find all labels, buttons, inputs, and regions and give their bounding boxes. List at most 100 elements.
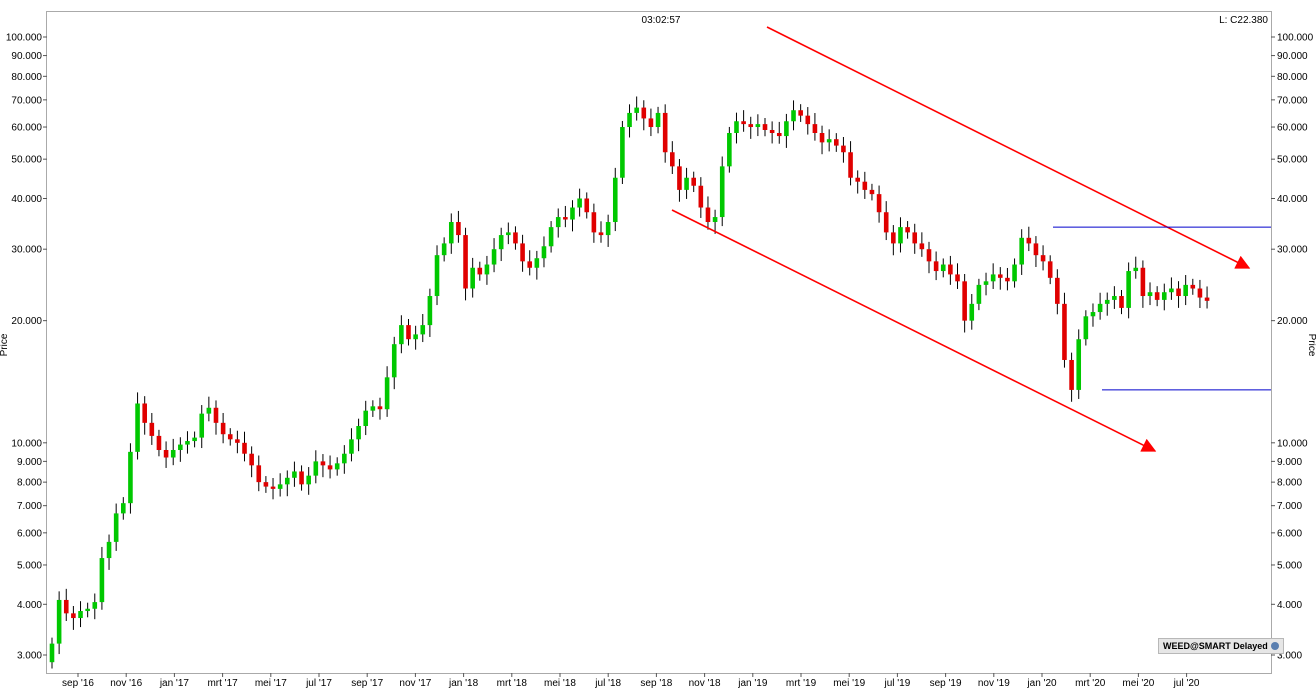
data-source-badge[interactable]: WEED@SMART Delayed <box>1158 638 1284 654</box>
candle-down <box>327 465 333 470</box>
candle-down <box>812 124 818 134</box>
candle-up <box>534 258 540 268</box>
y-tick-label-left: 80.000 <box>11 72 42 83</box>
y-tick-label-left: 10.000 <box>11 438 42 449</box>
candle-down <box>1204 297 1210 301</box>
candle-up <box>370 406 376 411</box>
candle-down <box>163 450 169 458</box>
candle-up <box>199 413 205 438</box>
x-tick-label: nov '19 <box>978 678 1010 689</box>
x-tick-label: jul '20 <box>1173 678 1200 689</box>
candle-up <box>121 503 126 514</box>
x-tick-label: mei '17 <box>255 678 287 689</box>
candle-up <box>128 451 133 504</box>
candle-up <box>506 232 511 236</box>
upper-trend-arrow <box>766 26 1251 269</box>
candle-down <box>805 115 811 125</box>
candle-down <box>299 471 304 485</box>
candle-up <box>612 177 618 223</box>
y-tick-label-right: 6.000 <box>1277 528 1302 539</box>
candle-down <box>1197 288 1203 298</box>
y-tick-label-left: 100.000 <box>6 33 43 44</box>
candle-up <box>655 112 661 128</box>
candle-down <box>520 243 525 262</box>
candle-up <box>185 441 190 445</box>
x-tick-label: sep '16 <box>62 678 94 689</box>
candle-up <box>1183 284 1188 297</box>
candle-down <box>919 243 925 250</box>
candle-up <box>712 217 718 223</box>
candle-up <box>570 207 575 220</box>
candle-up <box>356 426 361 440</box>
y-tick-label-right: 100.000 <box>1277 33 1314 44</box>
y-tick-label-right: 40.000 <box>1277 194 1308 205</box>
x-tick-label: mei '19 <box>833 678 865 689</box>
x-tick-label: mrt '18 <box>497 678 528 689</box>
candle-up <box>170 450 176 458</box>
candle-down <box>691 177 696 186</box>
candle-down <box>213 407 219 423</box>
candle-up <box>719 166 725 218</box>
candle-down <box>1040 255 1046 262</box>
y-tick-label-right: 70.000 <box>1277 95 1308 106</box>
candle-down <box>456 222 461 236</box>
candle-up <box>969 303 975 321</box>
candle-up <box>548 227 554 247</box>
y-tick-label-left: 20.000 <box>11 316 42 327</box>
candle-up <box>78 611 83 619</box>
header-time: 03:02:57 <box>642 15 681 26</box>
candle-down <box>256 465 262 483</box>
candle-up <box>620 127 625 178</box>
candle-up <box>277 484 283 489</box>
y-tick-label-left: 9.000 <box>17 457 42 468</box>
candle-up <box>99 558 105 603</box>
y-tick-label-right: 30.000 <box>1277 245 1308 256</box>
candle-down <box>862 181 868 190</box>
candle-up <box>1076 339 1082 390</box>
y-tick-label-right: 80.000 <box>1277 72 1308 83</box>
candle-down <box>1047 261 1053 278</box>
x-axis: sep '16 nov '16 jan '17 mrt '17 mei '17 jul '… <box>62 673 1200 689</box>
candle-up <box>391 344 397 378</box>
x-tick-label: nov '17 <box>399 678 431 689</box>
candle-down <box>227 434 233 440</box>
candle-down <box>855 177 860 182</box>
y-axis-right: 100.000 90.000 80.000 70.000 60.000 50.000 40.… <box>1271 33 1314 662</box>
candle-down <box>677 166 682 190</box>
candle-up <box>292 471 297 478</box>
candle-up <box>349 439 354 454</box>
candle-down <box>270 486 276 489</box>
x-tick-label: sep '17 <box>351 678 383 689</box>
candle-down <box>933 261 939 272</box>
candle-down <box>1033 243 1039 256</box>
candle-up <box>684 177 689 190</box>
y-tick-label-left: 60.000 <box>11 123 42 134</box>
candles <box>49 96 1210 669</box>
candle-up <box>1012 264 1017 282</box>
candle-up <box>448 222 454 244</box>
candle-up <box>634 107 639 113</box>
candle-up <box>1133 267 1139 272</box>
candle-down <box>220 422 226 435</box>
candle-up <box>755 124 761 128</box>
candle-down <box>834 139 839 146</box>
y-tick-label-right: 50.000 <box>1277 155 1308 166</box>
candle-down <box>242 442 247 454</box>
x-tick-label: mrt '20 <box>1075 678 1106 689</box>
candle-down <box>662 112 668 153</box>
candle-down <box>71 613 76 619</box>
data-source-label: WEED@SMART Delayed <box>1163 641 1268 651</box>
candle-down <box>912 232 918 244</box>
candle-up <box>313 461 319 476</box>
candle-up <box>577 198 582 208</box>
x-tick-label: mei '20 <box>1122 678 1154 689</box>
candle-up <box>826 139 832 143</box>
candle-down <box>698 185 704 208</box>
header-last-price: L: C22.380 <box>1219 15 1268 26</box>
y-axis-label-right: Price <box>1306 334 1316 357</box>
candle-up <box>113 513 119 542</box>
candle-up <box>1083 316 1089 340</box>
y-tick-label-right: 20.000 <box>1277 316 1308 327</box>
candle-down <box>705 207 711 223</box>
